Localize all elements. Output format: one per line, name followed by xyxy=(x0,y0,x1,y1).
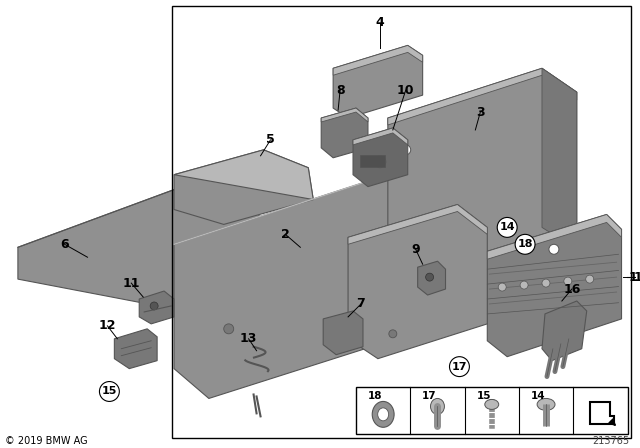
Circle shape xyxy=(497,217,517,237)
Polygon shape xyxy=(353,128,408,145)
Polygon shape xyxy=(348,205,487,359)
Polygon shape xyxy=(353,128,408,187)
Polygon shape xyxy=(348,205,487,244)
Text: 11: 11 xyxy=(122,276,140,289)
Polygon shape xyxy=(323,311,363,355)
Text: 17: 17 xyxy=(422,392,437,401)
Polygon shape xyxy=(388,68,577,297)
Circle shape xyxy=(389,330,397,338)
Circle shape xyxy=(374,156,386,168)
Ellipse shape xyxy=(372,401,394,427)
Ellipse shape xyxy=(378,408,388,421)
Circle shape xyxy=(564,277,572,285)
Polygon shape xyxy=(388,68,577,125)
Polygon shape xyxy=(174,175,428,398)
Polygon shape xyxy=(18,190,264,309)
Text: 18: 18 xyxy=(517,239,533,249)
Text: © 2019 BMW AG: © 2019 BMW AG xyxy=(5,436,88,446)
Text: 14: 14 xyxy=(499,222,515,233)
Bar xyxy=(360,155,385,167)
Polygon shape xyxy=(115,329,157,369)
Circle shape xyxy=(520,281,528,289)
Text: 17: 17 xyxy=(452,362,467,372)
Text: 14: 14 xyxy=(531,392,545,401)
Text: 10: 10 xyxy=(397,84,415,97)
Text: 2: 2 xyxy=(281,228,290,241)
Polygon shape xyxy=(542,301,587,361)
Text: 9: 9 xyxy=(412,243,420,256)
Circle shape xyxy=(426,273,433,281)
Polygon shape xyxy=(321,108,368,158)
Polygon shape xyxy=(487,215,621,357)
Ellipse shape xyxy=(537,398,555,410)
Circle shape xyxy=(150,302,158,310)
Circle shape xyxy=(586,275,594,283)
Circle shape xyxy=(401,145,411,155)
Text: 15: 15 xyxy=(477,392,491,401)
Circle shape xyxy=(542,279,550,287)
Text: 1: 1 xyxy=(628,271,637,284)
Text: 6: 6 xyxy=(60,238,69,251)
Polygon shape xyxy=(140,291,174,324)
Polygon shape xyxy=(418,261,445,295)
Polygon shape xyxy=(321,108,368,122)
Text: 213765: 213765 xyxy=(593,436,630,446)
Polygon shape xyxy=(487,215,621,259)
Ellipse shape xyxy=(431,398,444,414)
Polygon shape xyxy=(591,402,614,424)
Polygon shape xyxy=(333,45,422,75)
Text: 12: 12 xyxy=(99,319,116,332)
Polygon shape xyxy=(174,150,313,224)
Text: 3: 3 xyxy=(476,106,484,119)
Circle shape xyxy=(515,234,535,254)
Circle shape xyxy=(449,357,469,377)
Bar xyxy=(172,6,632,438)
Text: 13: 13 xyxy=(240,332,257,345)
Text: 1: 1 xyxy=(633,271,640,284)
Polygon shape xyxy=(542,68,577,249)
Ellipse shape xyxy=(484,400,499,409)
Text: 4: 4 xyxy=(376,16,384,29)
Text: 18: 18 xyxy=(368,392,383,401)
Text: 15: 15 xyxy=(102,387,117,396)
Circle shape xyxy=(549,244,559,254)
Bar xyxy=(356,387,627,434)
Circle shape xyxy=(224,324,234,334)
Text: 5: 5 xyxy=(266,134,275,146)
Polygon shape xyxy=(174,150,313,199)
Circle shape xyxy=(498,283,506,291)
Polygon shape xyxy=(333,45,422,118)
Text: 8: 8 xyxy=(336,84,344,97)
Circle shape xyxy=(99,382,119,401)
Text: 16: 16 xyxy=(563,283,580,296)
Text: 7: 7 xyxy=(356,297,365,310)
